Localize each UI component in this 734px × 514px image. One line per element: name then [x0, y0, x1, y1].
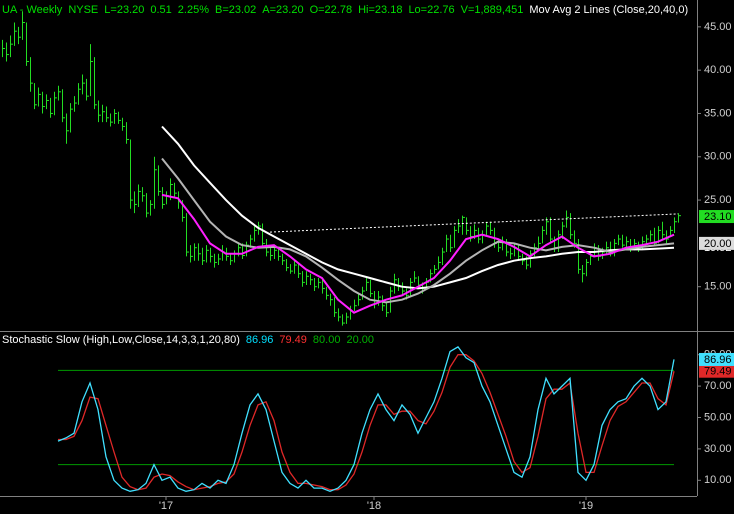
header-item: 79.49: [279, 334, 307, 346]
x-tick-label: '19: [579, 500, 593, 512]
y-tick-label: 40.00: [704, 64, 732, 76]
header-item: NYSE: [68, 4, 98, 16]
last-value-label: 23.10: [704, 211, 732, 223]
last-value-box: [699, 236, 734, 250]
stochastic-line: [57, 346, 675, 493]
y-tick-label: 35.00: [704, 107, 732, 119]
stochastic-panel: Stochastic Slow (High,Low,Close,14,3,3,1…: [2, 334, 734, 512]
moving-average: [161, 125, 675, 290]
y-tick-label: 15.00: [704, 281, 732, 293]
moving-average: [161, 193, 675, 314]
header-item: O=22.78: [310, 4, 353, 16]
header-item: V=1,889,451: [461, 4, 524, 16]
moving-average: [161, 157, 675, 304]
header-item: L=23.20: [104, 4, 144, 16]
y-tick-label: 30.00: [704, 443, 732, 455]
last-value-label: 20.00: [704, 238, 732, 250]
header-item: A=23.20: [262, 4, 303, 16]
x-tick-label: '18: [367, 500, 381, 512]
y-tick-label: 10.00: [704, 474, 732, 486]
y-tick-label: 50.00: [704, 411, 732, 423]
panel-header: Stochastic Slow (High,Low,Close,14,3,3,1…: [2, 334, 374, 346]
trendline: [269, 213, 679, 233]
header-item: Hi=23.18: [358, 4, 402, 16]
y-tick-label: 70.00: [704, 380, 732, 392]
header-item: 20.00: [346, 334, 374, 346]
header-item: UA - Weekly: [2, 4, 63, 16]
x-tick-label: '17: [159, 500, 173, 512]
header-item: 2.25%: [178, 4, 209, 16]
last-value-label: 79.49: [704, 366, 732, 378]
header-item: Lo=22.76: [408, 4, 454, 16]
header-item: 80.00: [313, 334, 341, 346]
panel-header: UA - Weekly NYSE L=23.20 0.51 2.25% B=23.02 A=…: [2, 4, 688, 16]
header-item: 86.96: [246, 334, 274, 346]
header-item: B=23.02: [215, 4, 256, 16]
last-value-box: [699, 210, 734, 224]
last-value-label: 86.96: [704, 354, 732, 366]
y-tick-label: 45.00: [704, 21, 732, 33]
header-item: 0.51: [150, 4, 171, 16]
header-item: Stochastic Slow (High,Low,Close,14,3,3,1…: [2, 334, 240, 346]
price-panel: UA - Weekly NYSE L=23.20 0.51 2.25% B=23.02 A=…: [2, 4, 734, 326]
header-item: Mov Avg 2 Lines (Close,20,40,0): [529, 4, 688, 16]
last-value-box: [699, 352, 734, 366]
y-tick-label: 25.00: [704, 194, 732, 206]
y-tick-label: 30.00: [704, 151, 732, 163]
last-value-box: [699, 364, 734, 378]
